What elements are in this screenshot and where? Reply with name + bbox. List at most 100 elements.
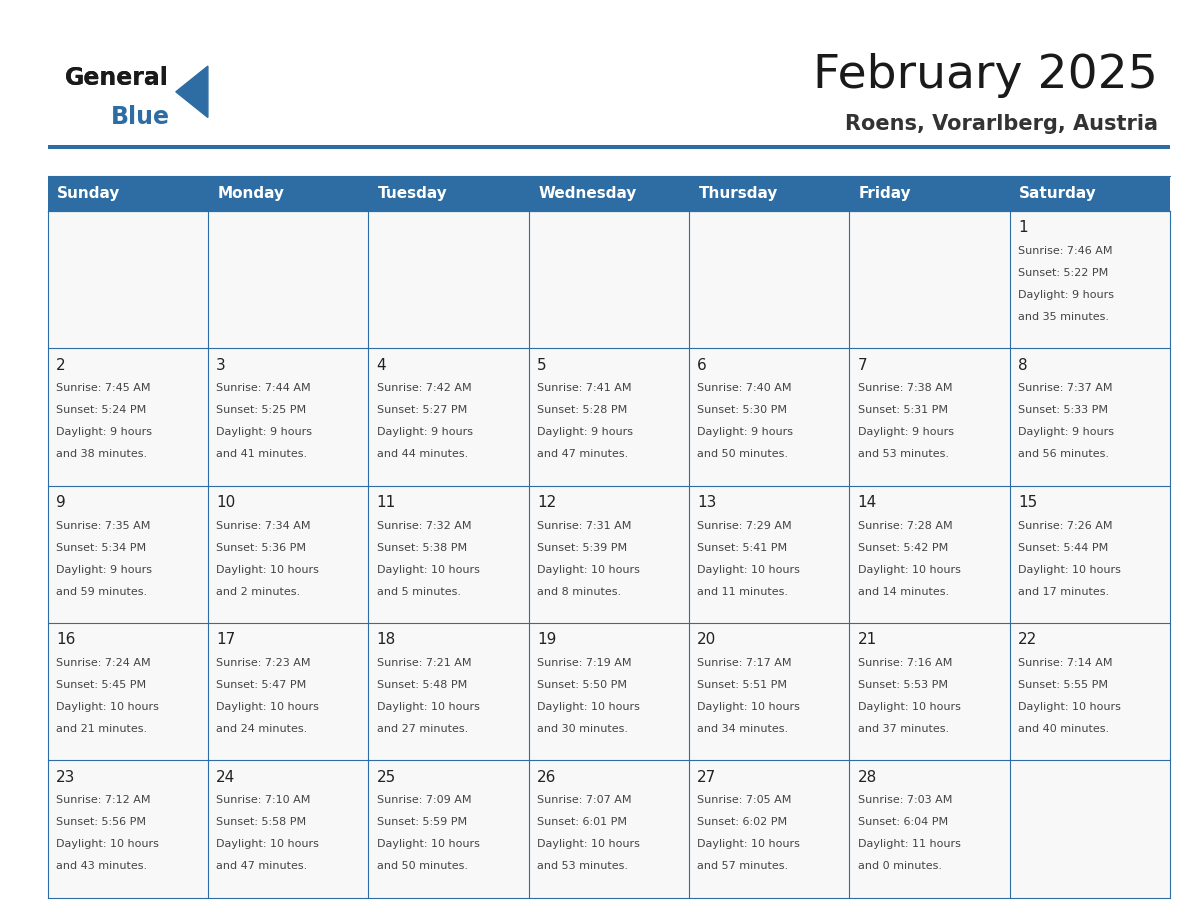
Text: Sunset: 5:58 PM: Sunset: 5:58 PM — [216, 817, 307, 827]
Bar — [48, 211, 208, 349]
Text: Sunset: 5:59 PM: Sunset: 5:59 PM — [377, 817, 467, 827]
Text: and 21 minutes.: and 21 minutes. — [56, 724, 147, 734]
Bar — [208, 486, 368, 623]
Text: 28: 28 — [858, 769, 877, 785]
Bar — [849, 211, 1010, 349]
Text: Daylight: 9 hours: Daylight: 9 hours — [377, 428, 473, 437]
Text: 26: 26 — [537, 769, 556, 785]
Bar — [689, 623, 849, 760]
Text: Sunset: 6:02 PM: Sunset: 6:02 PM — [697, 817, 788, 827]
Text: 25: 25 — [377, 769, 396, 785]
Text: and 27 minutes.: and 27 minutes. — [377, 724, 468, 734]
Text: Daylight: 9 hours: Daylight: 9 hours — [56, 428, 152, 437]
Bar — [208, 349, 368, 486]
Text: 4: 4 — [377, 358, 386, 373]
Text: General: General — [65, 66, 169, 90]
Bar — [48, 623, 208, 760]
Text: Daylight: 10 hours: Daylight: 10 hours — [377, 839, 480, 849]
Bar — [689, 349, 849, 486]
Text: Saturday: Saturday — [1019, 186, 1097, 201]
Text: and 34 minutes.: and 34 minutes. — [697, 724, 789, 734]
Text: 27: 27 — [697, 769, 716, 785]
Text: Sunrise: 7:24 AM: Sunrise: 7:24 AM — [56, 658, 151, 668]
Text: Sunrise: 7:03 AM: Sunrise: 7:03 AM — [858, 795, 952, 805]
Bar — [529, 211, 689, 349]
Text: 3: 3 — [216, 358, 226, 373]
Text: Friday: Friday — [859, 186, 911, 201]
Text: 8: 8 — [1018, 358, 1028, 373]
Text: Sunset: 5:47 PM: Sunset: 5:47 PM — [216, 680, 307, 690]
Text: 15: 15 — [1018, 495, 1037, 510]
Text: Daylight: 10 hours: Daylight: 10 hours — [697, 565, 801, 575]
Text: Roens, Vorarlberg, Austria: Roens, Vorarlberg, Austria — [846, 114, 1158, 134]
Text: Sunrise: 7:05 AM: Sunrise: 7:05 AM — [697, 795, 791, 805]
Text: and 53 minutes.: and 53 minutes. — [537, 861, 628, 871]
Text: Daylight: 9 hours: Daylight: 9 hours — [1018, 290, 1114, 300]
Text: and 8 minutes.: and 8 minutes. — [537, 587, 621, 597]
Text: Daylight: 10 hours: Daylight: 10 hours — [56, 702, 159, 712]
Text: Monday: Monday — [217, 186, 284, 201]
Text: and 24 minutes.: and 24 minutes. — [216, 724, 308, 734]
Text: Sunrise: 7:45 AM: Sunrise: 7:45 AM — [56, 384, 151, 393]
Text: and 2 minutes.: and 2 minutes. — [216, 587, 301, 597]
Bar — [1010, 349, 1170, 486]
Text: Sunrise: 7:41 AM: Sunrise: 7:41 AM — [537, 384, 632, 393]
Text: and 14 minutes.: and 14 minutes. — [858, 587, 949, 597]
Bar — [208, 760, 368, 898]
Text: 6: 6 — [697, 358, 707, 373]
Text: Daylight: 9 hours: Daylight: 9 hours — [858, 428, 954, 437]
Text: Daylight: 10 hours: Daylight: 10 hours — [216, 702, 320, 712]
Text: Sunrise: 7:29 AM: Sunrise: 7:29 AM — [697, 521, 792, 531]
Text: February 2025: February 2025 — [814, 52, 1158, 98]
Text: and 5 minutes.: and 5 minutes. — [377, 587, 461, 597]
Text: Daylight: 10 hours: Daylight: 10 hours — [537, 702, 640, 712]
Bar — [1010, 486, 1170, 623]
Text: Sunrise: 7:14 AM: Sunrise: 7:14 AM — [1018, 658, 1113, 668]
Text: Sunrise: 7:37 AM: Sunrise: 7:37 AM — [1018, 384, 1113, 393]
Text: Sunset: 6:01 PM: Sunset: 6:01 PM — [537, 817, 627, 827]
Text: Sunset: 5:30 PM: Sunset: 5:30 PM — [697, 406, 788, 415]
Bar — [208, 211, 368, 349]
Text: Daylight: 9 hours: Daylight: 9 hours — [56, 565, 152, 575]
Bar — [368, 623, 529, 760]
Text: and 47 minutes.: and 47 minutes. — [537, 450, 628, 459]
Text: Sunset: 5:36 PM: Sunset: 5:36 PM — [216, 543, 307, 553]
Text: Sunset: 5:55 PM: Sunset: 5:55 PM — [1018, 680, 1108, 690]
Bar — [1010, 760, 1170, 898]
Text: Daylight: 9 hours: Daylight: 9 hours — [216, 428, 312, 437]
Text: Sunset: 5:50 PM: Sunset: 5:50 PM — [537, 680, 627, 690]
Text: and 37 minutes.: and 37 minutes. — [858, 724, 949, 734]
Text: 10: 10 — [216, 495, 235, 510]
Text: 11: 11 — [377, 495, 396, 510]
Bar — [208, 623, 368, 760]
Text: Daylight: 10 hours: Daylight: 10 hours — [1018, 565, 1121, 575]
Text: Sunrise: 7:19 AM: Sunrise: 7:19 AM — [537, 658, 632, 668]
Bar — [48, 349, 208, 486]
Text: Sunrise: 7:46 AM: Sunrise: 7:46 AM — [1018, 246, 1113, 256]
Text: Daylight: 10 hours: Daylight: 10 hours — [858, 565, 961, 575]
Bar — [529, 760, 689, 898]
Text: 14: 14 — [858, 495, 877, 510]
Bar — [48, 486, 208, 623]
Text: Daylight: 10 hours: Daylight: 10 hours — [216, 839, 320, 849]
Text: Thursday: Thursday — [699, 186, 778, 201]
Text: Sunrise: 7:44 AM: Sunrise: 7:44 AM — [216, 384, 311, 393]
Text: Sunset: 5:53 PM: Sunset: 5:53 PM — [858, 680, 948, 690]
Text: and 0 minutes.: and 0 minutes. — [858, 861, 942, 871]
Text: Daylight: 9 hours: Daylight: 9 hours — [1018, 428, 1114, 437]
Text: Sunrise: 7:10 AM: Sunrise: 7:10 AM — [216, 795, 310, 805]
Text: Daylight: 11 hours: Daylight: 11 hours — [858, 839, 961, 849]
Bar — [1010, 211, 1170, 349]
Text: and 35 minutes.: and 35 minutes. — [1018, 312, 1110, 322]
Bar — [1010, 623, 1170, 760]
Text: Daylight: 10 hours: Daylight: 10 hours — [537, 839, 640, 849]
Bar — [368, 349, 529, 486]
Text: 16: 16 — [56, 633, 75, 647]
Text: Sunrise: 7:34 AM: Sunrise: 7:34 AM — [216, 521, 311, 531]
Text: and 47 minutes.: and 47 minutes. — [216, 861, 308, 871]
Bar — [849, 349, 1010, 486]
Bar — [529, 486, 689, 623]
Text: Sunset: 5:56 PM: Sunset: 5:56 PM — [56, 817, 146, 827]
Text: Sunset: 6:04 PM: Sunset: 6:04 PM — [858, 817, 948, 827]
Text: Daylight: 9 hours: Daylight: 9 hours — [537, 428, 633, 437]
